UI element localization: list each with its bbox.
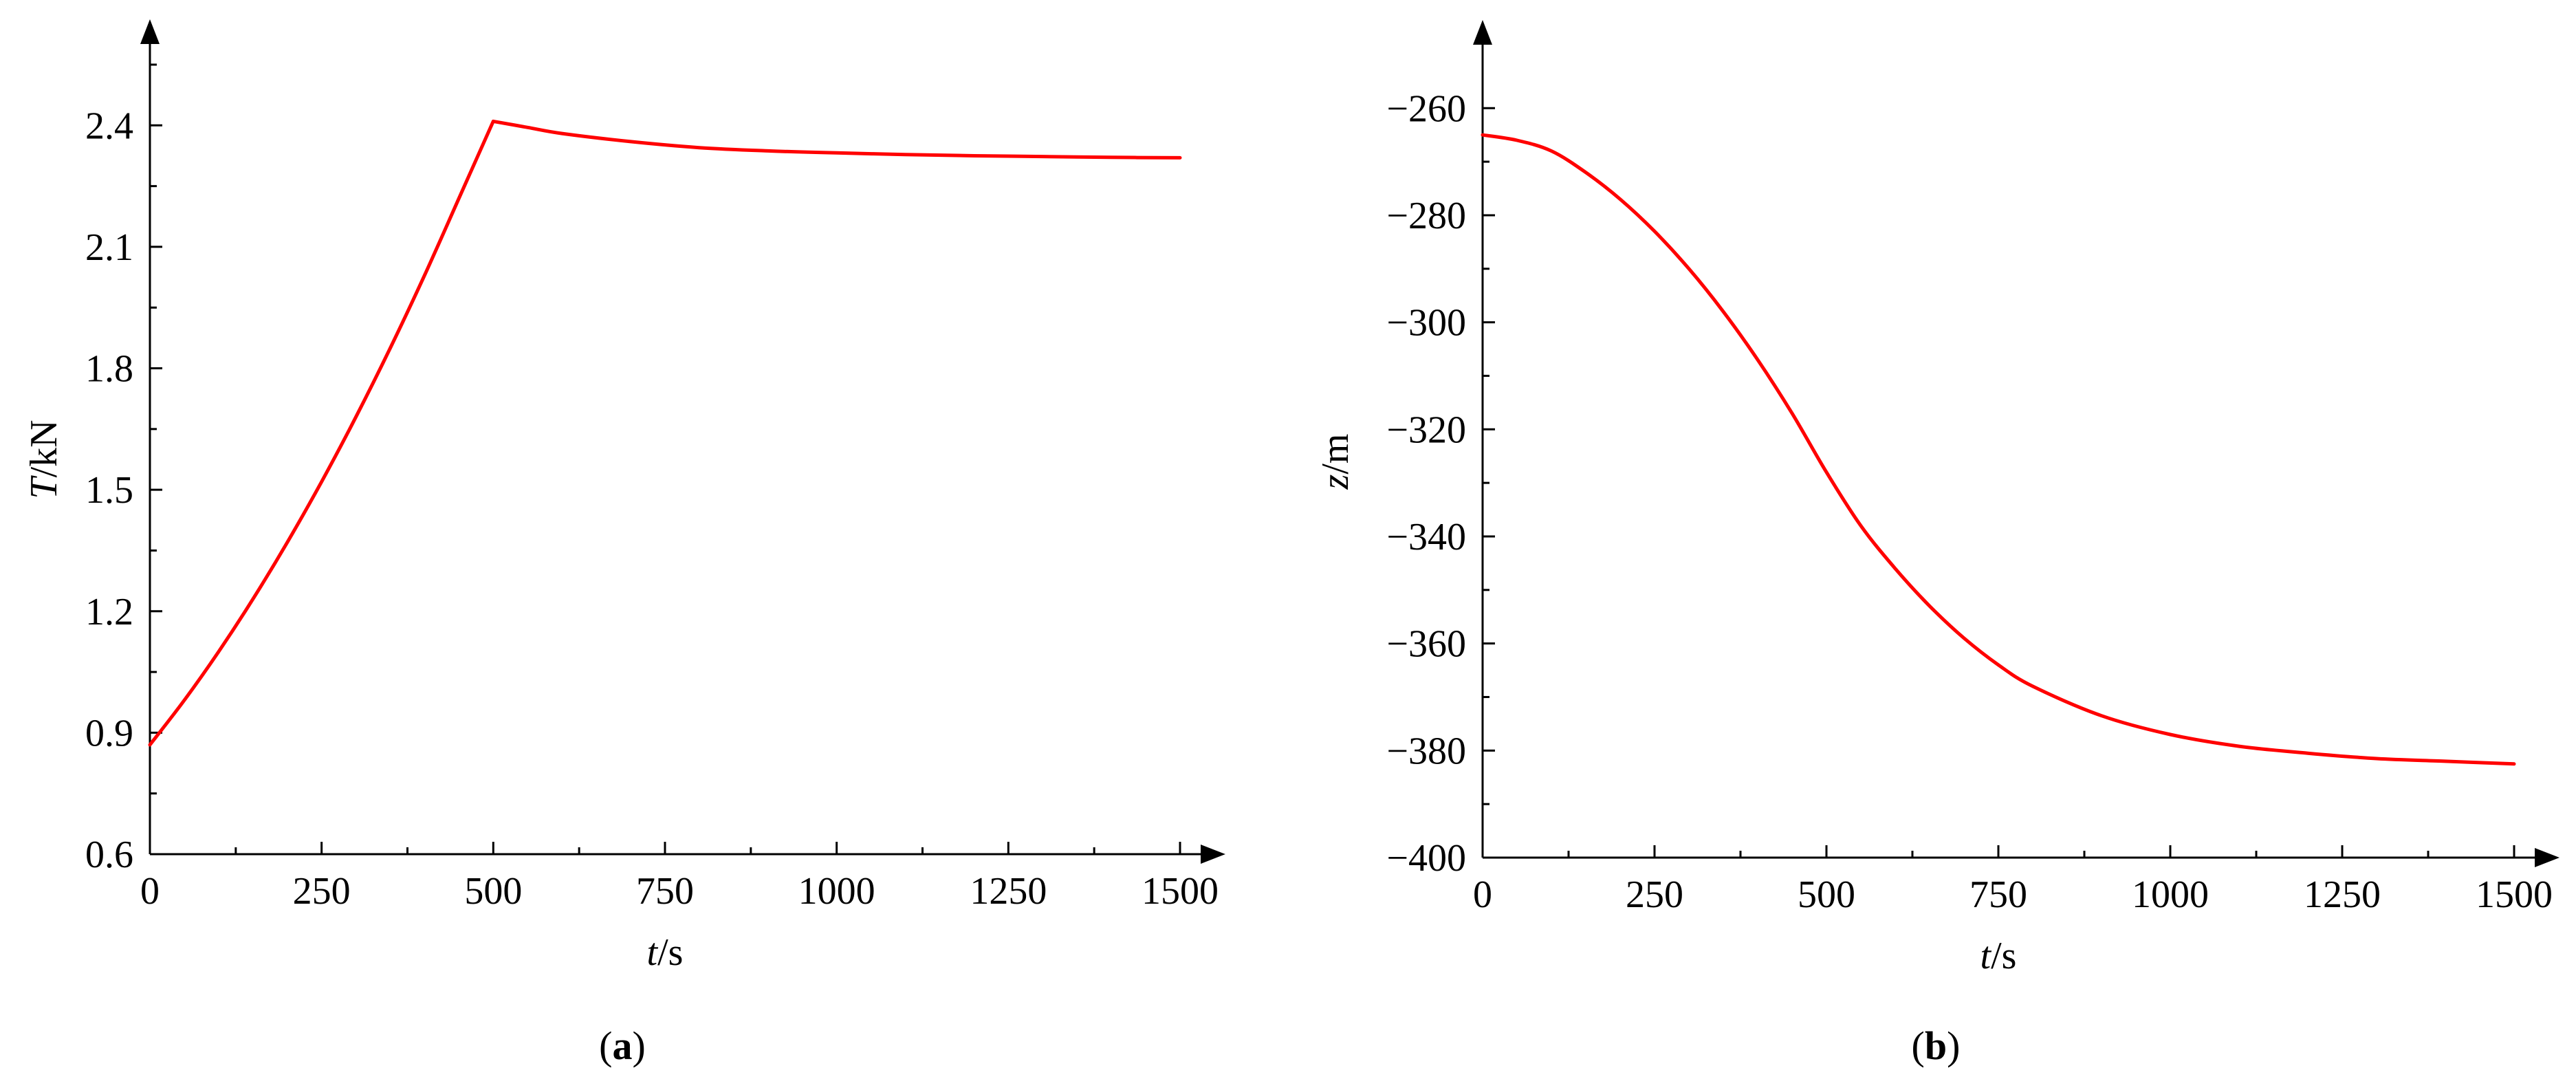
- panel-a-y-unit: /kN: [23, 420, 65, 477]
- panel-a-y-axis-arrow: [140, 19, 160, 44]
- panel-b-y-tick-label: −280: [1386, 195, 1466, 237]
- panel-a-x-axis-arrow: [1201, 845, 1225, 864]
- panel-a-y-tick-label: 1.5: [85, 469, 133, 512]
- panel-a-label: (a): [599, 1023, 646, 1068]
- panel-b-y-tick-label: −260: [1386, 87, 1466, 130]
- panel-b-x-tick-label: 250: [1626, 873, 1683, 916]
- panel-a-ticks: [149, 63, 1181, 856]
- panel-b-x-tick-label: 750: [1969, 873, 2027, 916]
- panel-a-y-var: T: [23, 475, 65, 499]
- panel-b-tick-labels: 0 250 500 750 1000 1250 1500 −400 −380 −360 −340 −3…: [1386, 87, 2553, 916]
- panel-b-x-unit: /s: [1991, 935, 2016, 977]
- panel-a-y-tick-label: 2.1: [85, 226, 133, 269]
- panel-b-y-tick-label: −400: [1386, 837, 1466, 880]
- panel-a-x-tick-label: 0: [140, 870, 160, 913]
- panel-b-x-tick-label: 1000: [2132, 873, 2209, 916]
- panel-a-y-tick-label: 2.4: [85, 105, 133, 147]
- panel-a-y-tick-label: 1.2: [85, 591, 133, 633]
- panel-b-x-tick-label: 1250: [2304, 873, 2381, 916]
- panel-a-x-tick-label: 500: [464, 870, 522, 913]
- panel-b-y-unit: /m: [1314, 434, 1357, 475]
- panel-b-x-axis-arrow: [2535, 848, 2559, 867]
- panel-b-ticks: [1481, 107, 2515, 859]
- panel-a-x-tick-label: 1000: [798, 870, 875, 913]
- panel-b-x-tick-label: 0: [1473, 873, 1492, 916]
- panel-b-x-tick-label: 500: [1798, 873, 1855, 916]
- panel-b-x-var: t: [1980, 935, 1992, 977]
- chart-panel-b: 0 250 500 750 1000 1250 1500 −400 −380 −360 −340 −3…: [1314, 20, 2559, 1068]
- panel-a-y-axis-title: T/kN: [23, 420, 65, 499]
- panel-a-series-line: [148, 119, 1182, 747]
- panel-b-x-tick-label: 1500: [2476, 873, 2553, 916]
- panel-a-x-axis-title: t/s: [647, 931, 684, 974]
- panel-b-y-tick-label: −300: [1386, 302, 1466, 345]
- panel-b-y-var: z: [1314, 474, 1357, 490]
- panel-a-x-tick-label: 1250: [970, 870, 1047, 913]
- panel-a-tick-labels: 0 250 500 750 1000 1250 1500 0.6 0.9 1.2 1.5 1.8 2.1…: [85, 105, 1219, 913]
- panel-b-x-axis-title: t/s: [1980, 935, 2017, 977]
- panel-b-y-tick-label: −320: [1386, 409, 1466, 451]
- panel-b-y-axis-arrow: [1473, 20, 1492, 45]
- panel-a-x-var: t: [647, 931, 659, 974]
- panel-b-y-tick-label: −360: [1386, 623, 1466, 666]
- panel-a-x-tick-label: 750: [636, 870, 694, 913]
- panel-a-y-tick-label: 1.8: [85, 348, 133, 391]
- panel-a-x-tick-label: 250: [293, 870, 351, 913]
- panel-b-y-tick-label: −340: [1386, 516, 1466, 558]
- panel-a-y-tick-label: 0.9: [85, 712, 133, 754]
- panel-b-series-line: [1481, 133, 2516, 766]
- chart-panel-a: 0 250 500 750 1000 1250 1500 0.6 0.9 1.2 1.5 1.8 2.1…: [23, 19, 1225, 1068]
- panel-a-x-tick-label: 1500: [1142, 870, 1219, 913]
- panel-a-y-tick-label: 0.6: [85, 834, 133, 876]
- panel-b-label: (b): [1912, 1023, 1961, 1068]
- panel-a-x-unit: /s: [657, 931, 683, 974]
- panel-b-y-axis-title: z/m: [1314, 434, 1357, 490]
- panel-b-y-tick-label: −380: [1386, 730, 1466, 772]
